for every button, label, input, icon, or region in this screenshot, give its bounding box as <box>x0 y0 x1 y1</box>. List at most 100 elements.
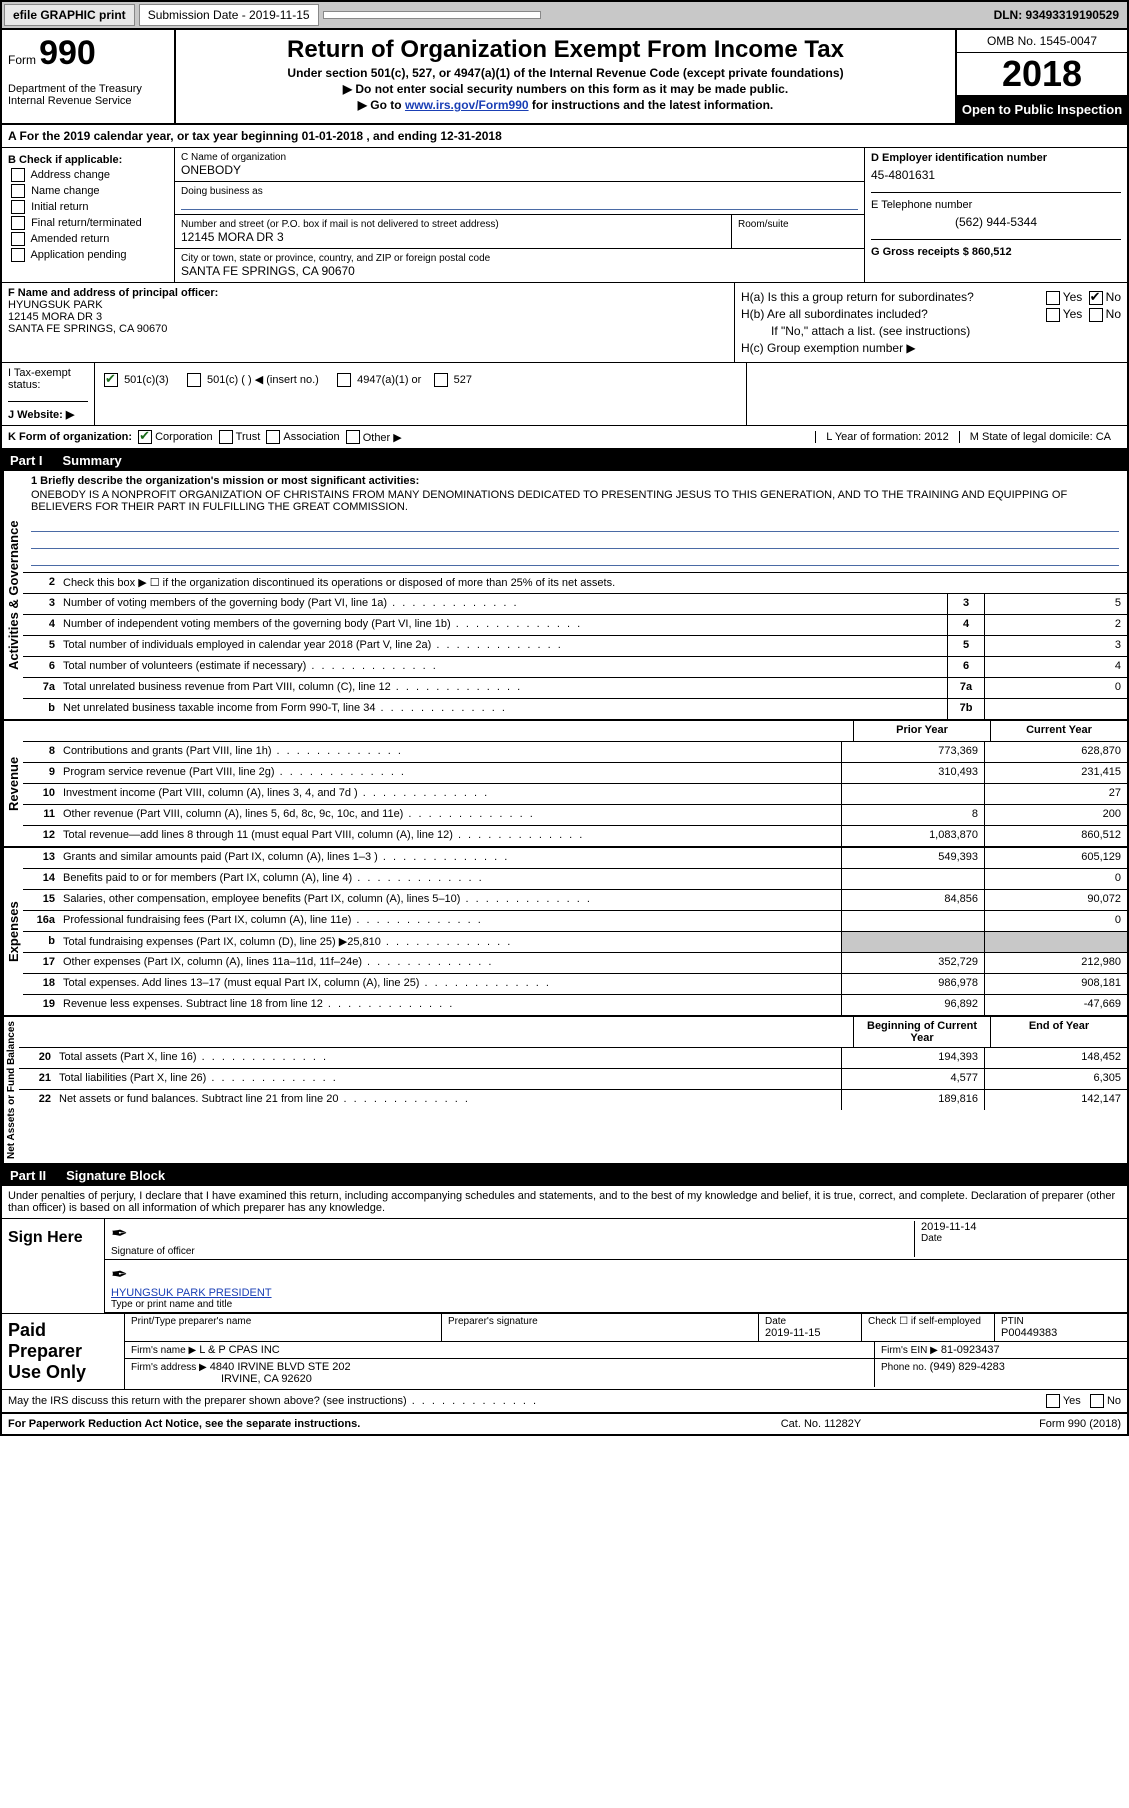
form-word: Form <box>8 53 36 67</box>
summary-row: 8Contributions and grants (Part VIII, li… <box>23 742 1127 763</box>
revenue-section: Revenue Prior Year Current Year 8Contrib… <box>2 721 1127 848</box>
sign-here-label: Sign Here <box>2 1219 105 1313</box>
column-c-org-info: C Name of organization ONEBODY Doing bus… <box>175 148 864 282</box>
form-header: Form 990 Department of the Treasury Inte… <box>2 30 1127 125</box>
summary-row: 7aTotal unrelated business revenue from … <box>23 678 1127 699</box>
website-label: J Website: ▶ <box>8 402 88 421</box>
net-assets-section: Net Assets or Fund Balances Beginning of… <box>2 1017 1127 1165</box>
summary-row: 4Number of independent voting members of… <box>23 615 1127 636</box>
officer-name: HYUNGSUK PARK <box>8 299 728 311</box>
discuss-row: May the IRS discuss this return with the… <box>2 1390 1127 1413</box>
summary-row: bTotal fundraising expenses (Part IX, co… <box>23 932 1127 953</box>
cb-4947[interactable] <box>337 373 351 387</box>
summary-row: 3Number of voting members of the governi… <box>23 594 1127 615</box>
org-name: ONEBODY <box>181 163 858 177</box>
sig-date-label: Date <box>921 1233 1121 1244</box>
mission-label: 1 Briefly describe the organization's mi… <box>31 475 1119 487</box>
firm-ein-label: Firm's EIN ▶ <box>881 1345 938 1356</box>
check-self-employed[interactable]: Check ☐ if self-employed <box>868 1316 988 1327</box>
prior-year-header: Prior Year <box>853 721 990 741</box>
vlabel-net-assets: Net Assets or Fund Balances <box>2 1017 19 1163</box>
summary-row: 5Total number of individuals employed in… <box>23 636 1127 657</box>
officer-name-title: HYUNGSUK PARK PRESIDENT <box>111 1287 1121 1299</box>
firm-addr-label: Firm's address ▶ <box>131 1362 207 1373</box>
current-year-header: Current Year <box>990 721 1127 741</box>
cb-other[interactable] <box>346 430 360 444</box>
summary-row: 2Check this box ▶ ☐ if the organization … <box>23 573 1127 594</box>
firm-ein: 81-0923437 <box>941 1344 1000 1356</box>
dln-label: DLN: 93493319190529 <box>994 8 1125 22</box>
type-name-label: Type or print name and title <box>111 1299 1121 1310</box>
summary-row: 18Total expenses. Add lines 13–17 (must … <box>23 974 1127 995</box>
expenses-section: Expenses 13Grants and similar amounts pa… <box>2 848 1127 1017</box>
column-h-group: H(a) Is this a group return for subordin… <box>735 283 1127 362</box>
street-address: 12145 MORA DR 3 <box>181 230 725 244</box>
ptin-label: PTIN <box>1001 1316 1121 1327</box>
cat-number: Cat. No. 11282Y <box>721 1418 921 1430</box>
page-footer: For Paperwork Reduction Act Notice, see … <box>2 1413 1127 1434</box>
summary-row: 6Total number of volunteers (estimate if… <box>23 657 1127 678</box>
beginning-year-header: Beginning of Current Year <box>853 1017 990 1047</box>
col-b-title: B Check if applicable: <box>8 154 168 166</box>
cb-association[interactable] <box>266 430 280 444</box>
instruction-line-1: ▶ Do not enter social security numbers o… <box>182 82 949 96</box>
tax-exempt-label: I Tax-exempt status: <box>8 367 88 402</box>
summary-row: bNet unrelated business taxable income f… <box>23 699 1127 719</box>
efile-print-button[interactable]: efile GRAPHIC print <box>4 4 135 26</box>
summary-row: 15Salaries, other compensation, employee… <box>23 890 1127 911</box>
vlabel-activities: Activities & Governance <box>2 471 23 719</box>
cb-address-change[interactable]: Address change <box>8 168 168 182</box>
cb-discuss-yes[interactable] <box>1046 1394 1060 1408</box>
cb-discuss-no[interactable] <box>1090 1394 1104 1408</box>
paperwork-notice: For Paperwork Reduction Act Notice, see … <box>8 1418 721 1430</box>
officer-addr1: 12145 MORA DR 3 <box>8 311 728 323</box>
mission-text: ONEBODY IS A NONPROFIT ORGANIZATION OF C… <box>31 487 1119 515</box>
vlabel-expenses: Expenses <box>2 848 23 1015</box>
cb-527[interactable] <box>434 373 448 387</box>
prep-date-label: Date <box>765 1316 855 1327</box>
h-a-row: H(a) Is this a group return for subordin… <box>741 290 1121 304</box>
cb-trust[interactable] <box>219 430 233 444</box>
form990-link[interactable]: www.irs.gov/Form990 <box>405 98 529 112</box>
summary-row: 12Total revenue—add lines 8 through 11 (… <box>23 826 1127 846</box>
paid-preparer-label: Paid Preparer Use Only <box>2 1314 125 1389</box>
phone-value: (949) 829-4283 <box>930 1361 1005 1373</box>
firm-addr1: 4840 IRVINE BLVD STE 202 <box>210 1361 351 1373</box>
prep-date-value: 2019-11-15 <box>765 1327 855 1339</box>
summary-row: 13Grants and similar amounts paid (Part … <box>23 848 1127 869</box>
cb-application-pending[interactable]: Application pending <box>8 248 168 262</box>
summary-row: 20Total assets (Part X, line 16)194,3931… <box>19 1048 1127 1069</box>
h-b-note: If "No," attach a list. (see instruction… <box>741 324 1121 338</box>
cb-corporation[interactable] <box>138 430 152 444</box>
part-2-header: Part II Signature Block <box>2 1165 1127 1186</box>
end-year-header: End of Year <box>990 1017 1127 1047</box>
cb-final-return[interactable]: Final return/terminated <box>8 216 168 230</box>
submission-date: Submission Date - 2019-11-15 <box>139 4 319 26</box>
inspection-badge: Open to Public Inspection <box>957 96 1127 123</box>
officer-addr2: SANTA FE SPRINGS, CA 90670 <box>8 323 728 335</box>
cb-amended-return[interactable]: Amended return <box>8 232 168 246</box>
h-b-row: H(b) Are all subordinates included? Yes … <box>741 307 1121 321</box>
cb-501c3[interactable] <box>104 373 118 387</box>
form-990-page: efile GRAPHIC print Submission Date - 20… <box>0 0 1129 1436</box>
form-number: 990 <box>39 34 96 72</box>
cb-501c[interactable] <box>187 373 201 387</box>
firm-addr2: IRVINE, CA 92620 <box>131 1373 868 1385</box>
cb-initial-return[interactable]: Initial return <box>8 200 168 214</box>
column-b-checkboxes: B Check if applicable: Address change Na… <box>2 148 175 282</box>
instruction-line-2: ▶ Go to www.irs.gov/Form990 for instruct… <box>182 98 949 112</box>
state-domicile: M State of legal domicile: CA <box>959 431 1121 443</box>
summary-row: 17Other expenses (Part IX, column (A), l… <box>23 953 1127 974</box>
ein-value: 45-4801631 <box>871 164 1121 192</box>
summary-row: 10Investment income (Part VIII, column (… <box>23 784 1127 805</box>
sig-date-value: 2019-11-14 <box>921 1221 1121 1233</box>
firm-name: L & P CPAS INC <box>199 1344 280 1356</box>
department-label: Department of the Treasury Internal Reve… <box>8 73 168 107</box>
year-formation: L Year of formation: 2012 <box>815 431 959 443</box>
city-state-zip: SANTA FE SPRINGS, CA 90670 <box>181 264 858 278</box>
net-assets-header: Beginning of Current Year End of Year <box>19 1017 1127 1048</box>
column-f-officer: F Name and address of principal officer:… <box>2 283 735 362</box>
top-toolbar: efile GRAPHIC print Submission Date - 20… <box>2 2 1127 30</box>
sign-here-section: Sign Here ✒ Signature of officer 2019-11… <box>2 1218 1127 1313</box>
cb-name-change[interactable]: Name change <box>8 184 168 198</box>
